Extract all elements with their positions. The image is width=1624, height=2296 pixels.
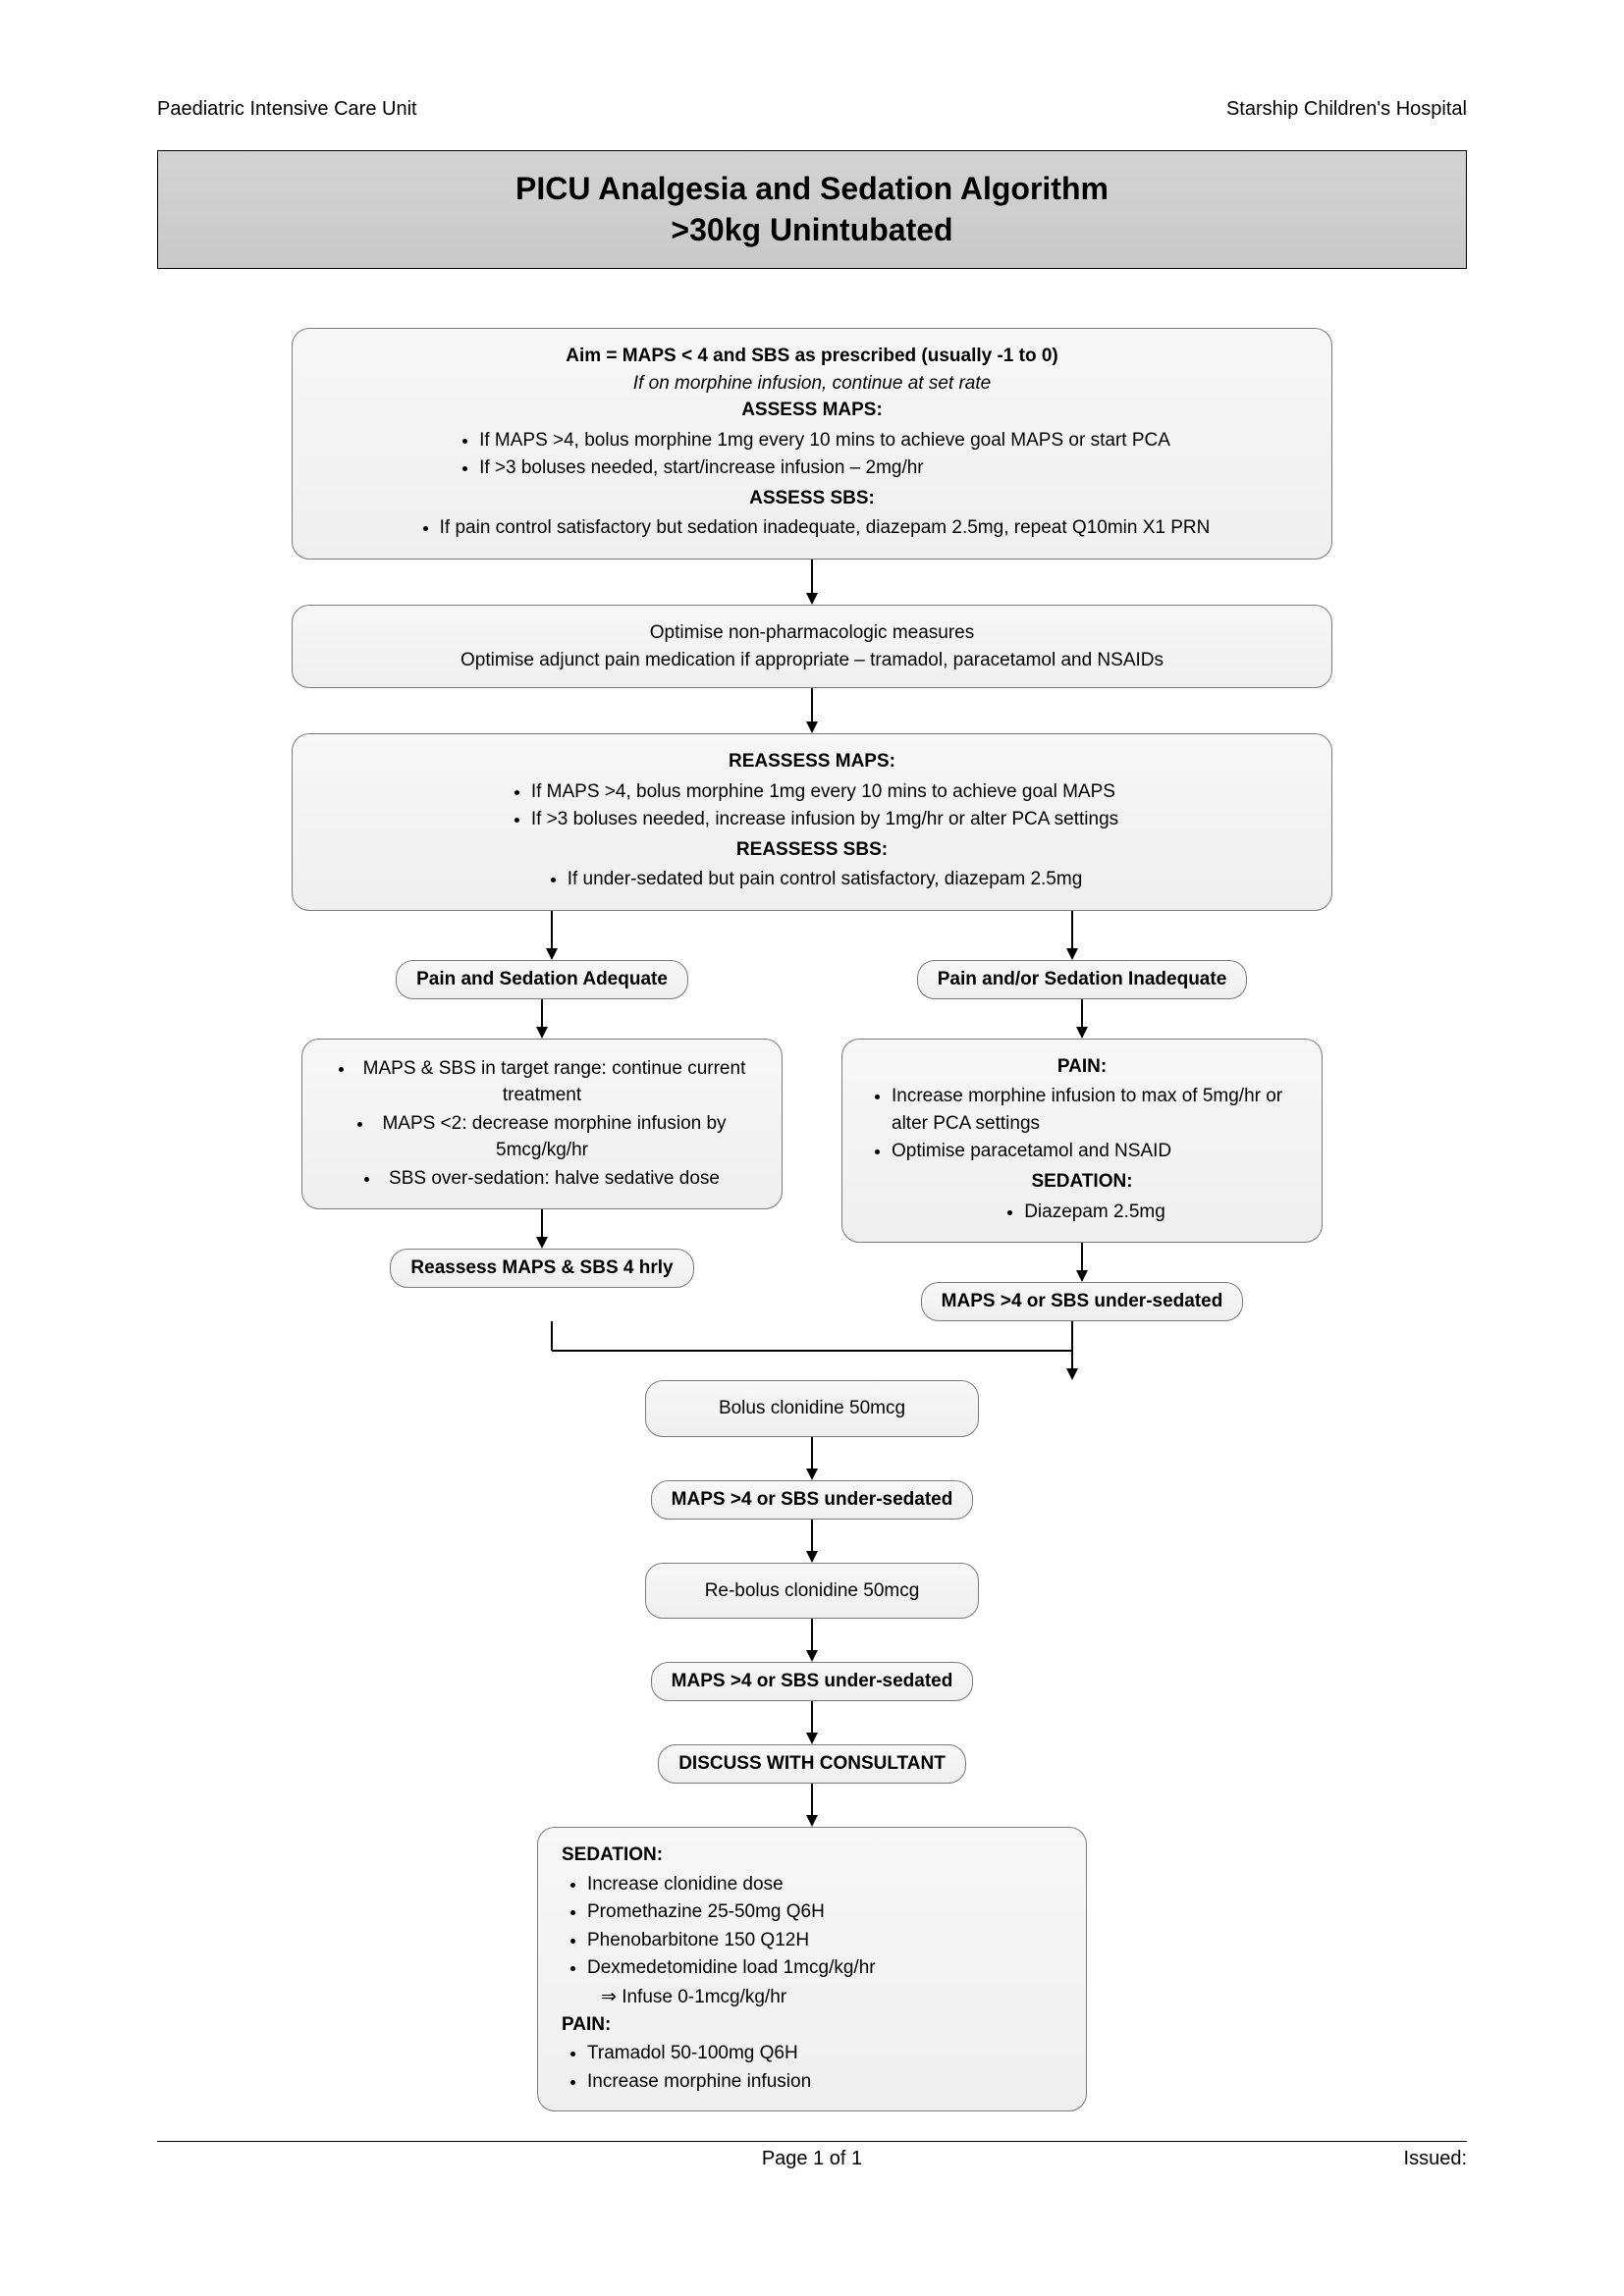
node-optimise: Optimise non-pharmacologic measuresOptim… bbox=[292, 605, 1332, 688]
split-arrows-icon bbox=[292, 911, 1332, 960]
arrow-down-icon bbox=[802, 688, 822, 733]
chain-4: MAPS >4 or SBS under-sedated bbox=[651, 1662, 974, 1701]
branch-row: Pain and Sedation Adequate MAPS & SBS in… bbox=[292, 960, 1332, 1321]
node-left-adequate: MAPS & SBS in target range: continue cur… bbox=[301, 1039, 783, 1209]
node-reassess: REASSESS MAPS:If MAPS >4, bolus morphine… bbox=[292, 733, 1332, 911]
flowchart: Aim = MAPS < 4 and SBS as prescribed (us… bbox=[157, 328, 1467, 2111]
arrow-down-icon bbox=[802, 1619, 822, 1662]
chain-1: Bolus clonidine 50mcg bbox=[645, 1380, 979, 1437]
arrow-down-icon bbox=[1072, 999, 1092, 1039]
header-left: Paediatric Intensive Care Unit bbox=[157, 98, 417, 121]
arrow-down-icon bbox=[1072, 1243, 1092, 1282]
node-left-reassess: Reassess MAPS & SBS 4 hrly bbox=[390, 1249, 693, 1288]
footer-right: Issued: bbox=[1271, 2148, 1467, 2170]
arrow-down-icon bbox=[802, 560, 822, 605]
title-band: PICU Analgesia and Sedation Algorithm >3… bbox=[157, 150, 1467, 269]
header-right: Starship Children's Hospital bbox=[1226, 98, 1467, 121]
arrow-down-icon bbox=[532, 1209, 552, 1249]
arrow-down-icon bbox=[802, 1784, 822, 1827]
title-line2: >30kg Unintubated bbox=[168, 210, 1456, 251]
arrow-down-icon bbox=[802, 1701, 822, 1744]
merge-connector-icon bbox=[292, 1321, 1332, 1380]
chain-3: Re-bolus clonidine 50mcg bbox=[645, 1563, 979, 1620]
page-header: Paediatric Intensive Care Unit Starship … bbox=[157, 98, 1467, 121]
branch-left-label: Pain and Sedation Adequate bbox=[396, 960, 688, 999]
footer-center: Page 1 of 1 bbox=[353, 2148, 1271, 2170]
chain-5: DISCUSS WITH CONSULTANT bbox=[658, 1744, 966, 1784]
branch-right-label: Pain and/or Sedation Inadequate bbox=[917, 960, 1248, 999]
node-assess: Aim = MAPS < 4 and SBS as prescribed (us… bbox=[292, 328, 1332, 560]
chain-2: MAPS >4 or SBS under-sedated bbox=[651, 1480, 974, 1520]
title-line1: PICU Analgesia and Sedation Algorithm bbox=[168, 169, 1456, 210]
node-right-inadequate: PAIN:Increase morphine infusion to max o… bbox=[841, 1039, 1323, 1243]
page-footer: Page 1 of 1 Issued: bbox=[157, 2141, 1467, 2170]
arrow-down-icon bbox=[802, 1437, 822, 1480]
arrow-down-icon bbox=[802, 1520, 822, 1563]
arrow-down-icon bbox=[532, 999, 552, 1039]
chain-0: MAPS >4 or SBS under-sedated bbox=[921, 1282, 1244, 1321]
node-final: SEDATION:Increase clonidine dosePrometha… bbox=[537, 1827, 1087, 2111]
